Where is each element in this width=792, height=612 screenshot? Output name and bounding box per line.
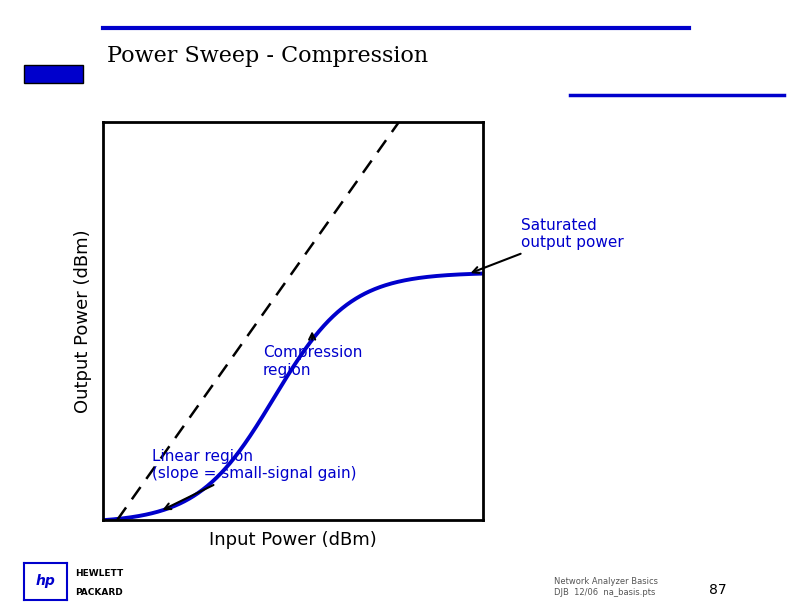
Text: hp: hp	[36, 575, 55, 588]
Text: 87: 87	[709, 583, 726, 597]
Text: Network Analyzer Basics
DJB  12/06  na_basis.pts: Network Analyzer Basics DJB 12/06 na_bas…	[554, 577, 658, 597]
X-axis label: Input Power (dBm): Input Power (dBm)	[209, 531, 377, 550]
Text: Power Sweep - Compression: Power Sweep - Compression	[107, 45, 428, 67]
Text: Linear region
(slope = small-signal gain): Linear region (slope = small-signal gain…	[152, 449, 357, 509]
Text: PACKARD: PACKARD	[75, 588, 123, 597]
Y-axis label: Output Power (dBm): Output Power (dBm)	[74, 230, 92, 413]
Text: Saturated
output power: Saturated output power	[473, 218, 624, 273]
Text: Compression
region: Compression region	[263, 334, 362, 378]
Text: HEWLETT: HEWLETT	[75, 569, 124, 578]
